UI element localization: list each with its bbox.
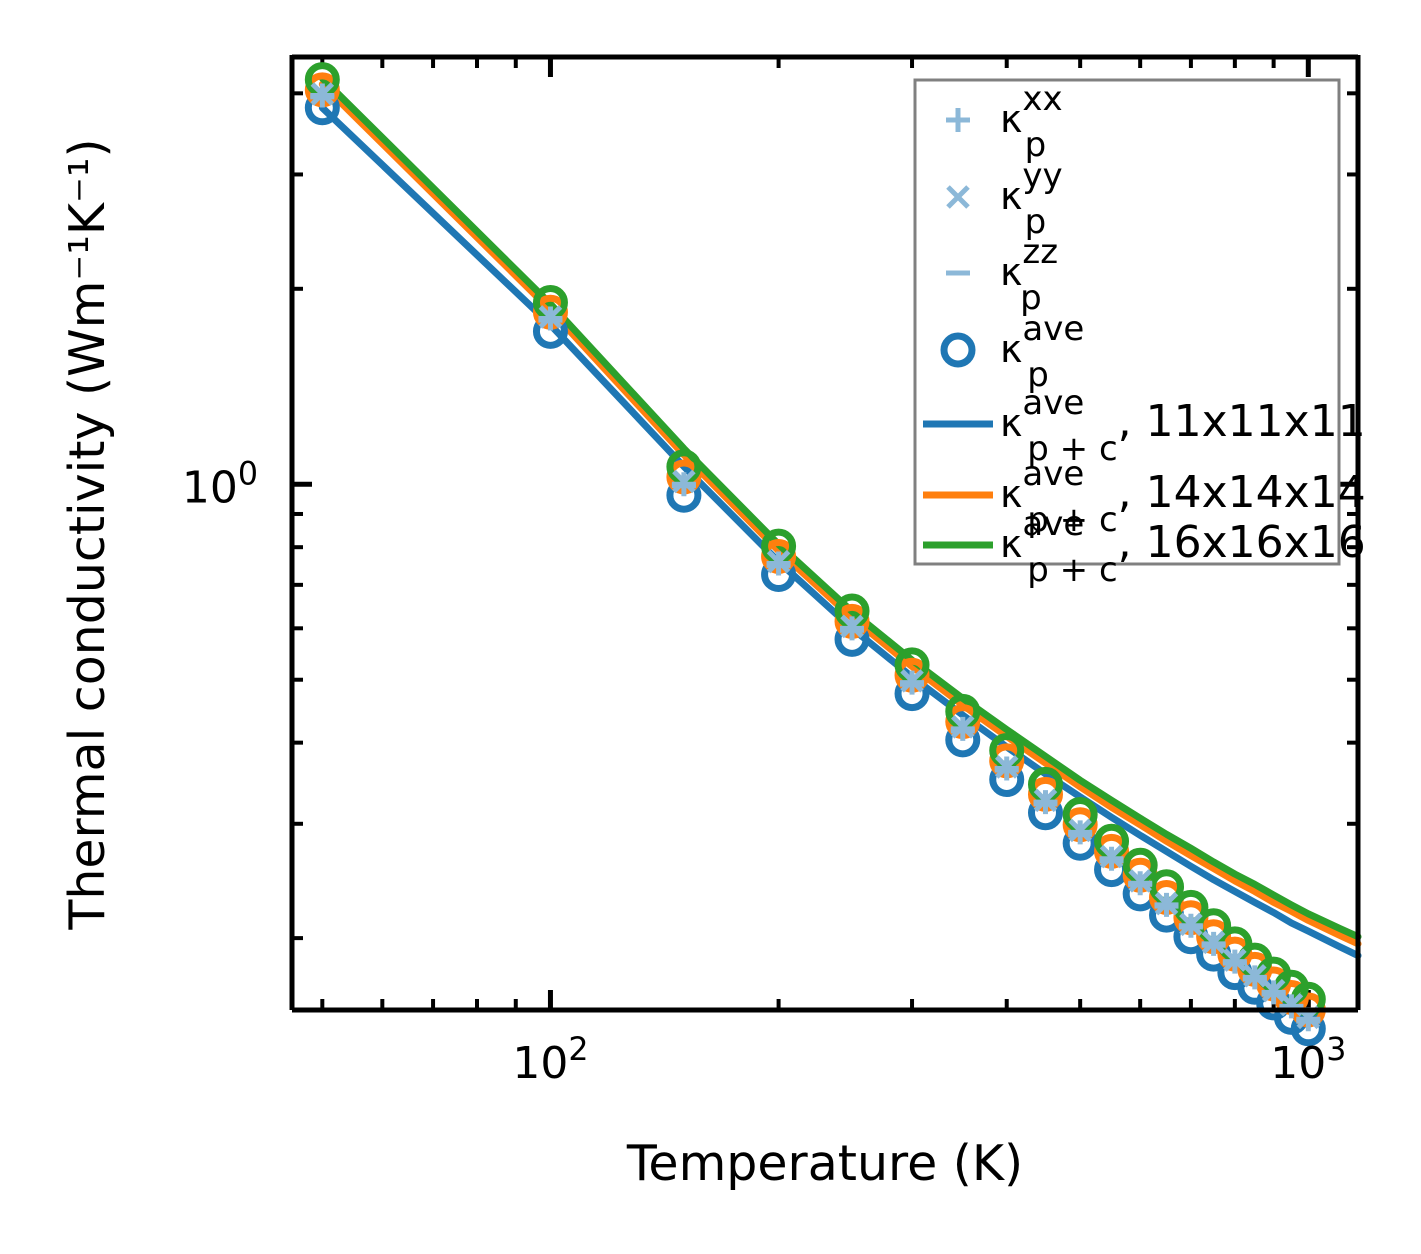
data-marker — [1154, 891, 1179, 916]
data-marker — [1223, 948, 1247, 972]
data-marker — [1068, 818, 1092, 843]
series-line — [318, 74, 1362, 941]
series-markers — [310, 94, 1321, 1024]
data-marker — [1261, 978, 1286, 1003]
data-marker — [946, 185, 970, 209]
y-axis-label: Thermal conductivity (Wm⁻¹K⁻¹) — [59, 138, 116, 930]
legend-box — [913, 78, 1341, 566]
plot-data — [304, 62, 1362, 1047]
series-line — [318, 80, 1362, 948]
data-marker — [766, 549, 791, 574]
data-marker — [840, 614, 864, 639]
data-marker — [538, 305, 563, 329]
data-marker — [900, 669, 924, 693]
axis-spines — [289, 54, 1361, 1013]
legend-label: κave p + c, 11x11x11 — [1000, 383, 1366, 469]
data-marker — [1033, 788, 1058, 813]
x-axis-label: Temperature (K) — [626, 1135, 1023, 1192]
data-marker — [1128, 869, 1152, 893]
data-marker — [951, 715, 975, 739]
data-marker — [1243, 964, 1267, 988]
data-marker — [310, 82, 335, 106]
legend-entry[interactable]: κave p + c, 11x11x11 — [923, 383, 1366, 469]
data-marker — [1201, 930, 1226, 955]
data-marker — [940, 332, 976, 368]
data-marker — [1179, 912, 1203, 937]
data-marker — [994, 755, 1019, 779]
series-line — [318, 104, 1362, 960]
data-marker — [946, 108, 970, 132]
legend-entry[interactable]: κave p + c, 14x14x14 — [923, 454, 1366, 540]
legend-label: κave p + c, 14x14x14 — [1000, 454, 1366, 540]
